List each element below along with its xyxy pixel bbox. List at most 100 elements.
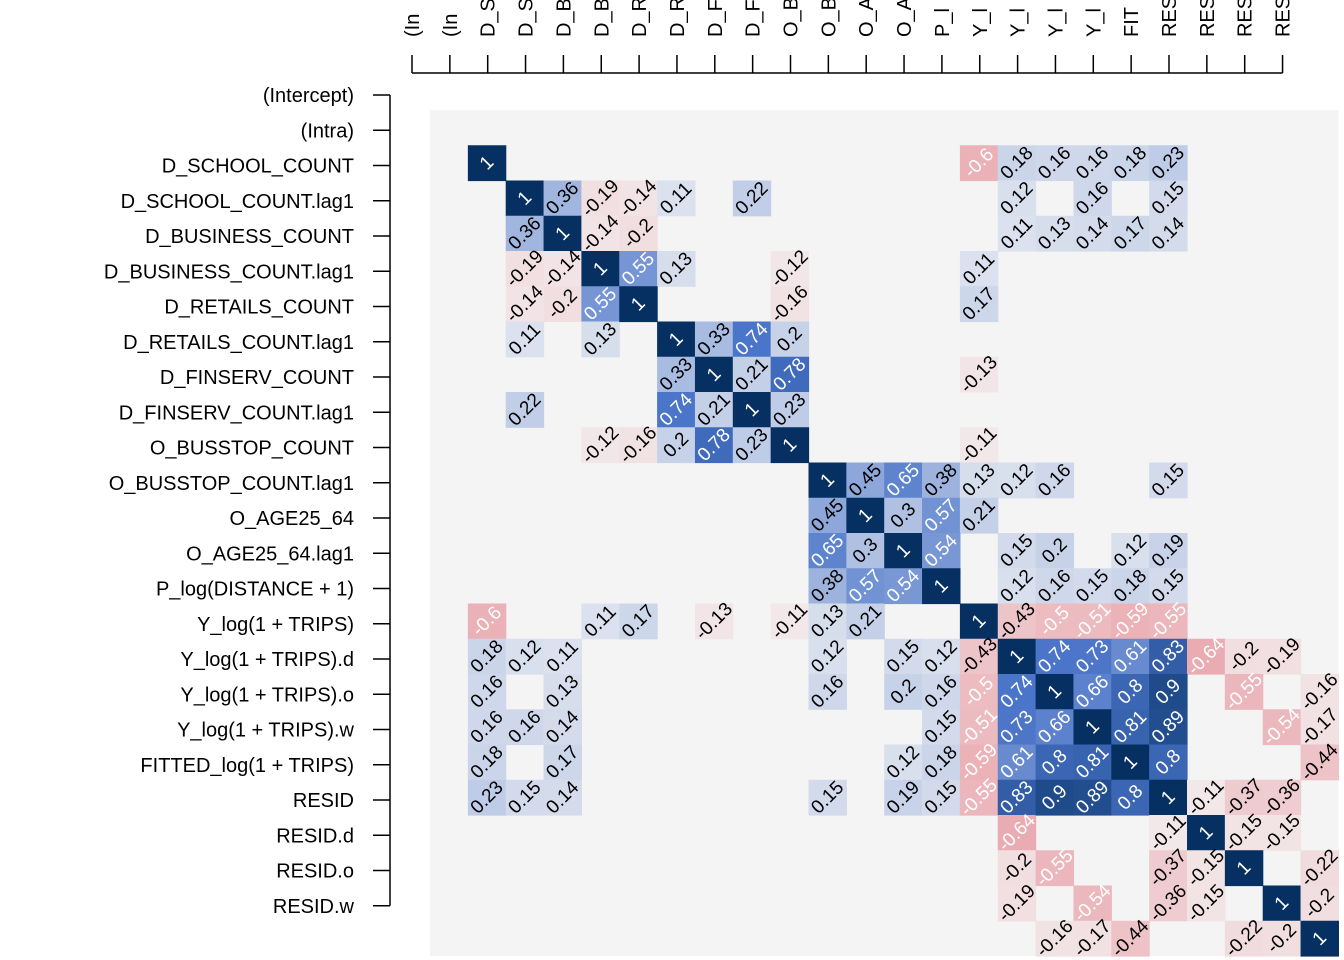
top-axis: (In (In D_S D_S D_B D_B D_R D_R D_F D_F O_B O_B O_A O… [402,0,1295,74]
matrix-cell [543,180,582,217]
top-axis-tick-label: D_R [629,0,651,37]
left-axis-tick-label: RESID.d [276,825,354,847]
matrix-cell [922,674,961,710]
matrix-cell [1149,709,1188,746]
matrix-cell [581,427,620,464]
matrix-cell [1035,533,1075,569]
left-axis-tick-label: P_log(DISTANCE + 1) [156,579,354,601]
matrix-cell [543,638,582,675]
matrix-cell [922,779,961,816]
matrix-cell [467,744,507,781]
matrix-cell [846,603,885,640]
matrix-cell [657,321,696,358]
matrix-cell [581,603,620,640]
left-axis-tick-label: O_BUSSTOP_COUNT [150,438,354,460]
matrix-cell [467,779,507,816]
matrix-cell [581,321,620,358]
matrix-cell [1111,709,1150,746]
matrix-cell [543,744,582,781]
matrix-cell [1149,744,1188,781]
top-axis-tick-label: RES [1235,0,1257,37]
matrix-cell [505,779,545,816]
left-axis-tick-label: D_SCHOOL_COUNT.lag1 [121,191,354,213]
matrix-cell [505,392,545,428]
left-axis-tick-label: O_AGE25_64.lag1 [186,543,354,565]
left-axis-tick-label: D_BUSINESS_COUNT [145,226,354,248]
matrix-cell [657,251,696,287]
matrix-cell [1035,744,1075,781]
top-axis-tick-label: D_F [743,0,765,37]
matrix-cells [467,145,1339,957]
top-axis-tick-label: D_R [667,0,689,37]
matrix-cell [1111,674,1150,710]
left-axis-tick-label: RESID.o [276,861,354,883]
matrix-cell [1224,779,1264,816]
top-axis-tick-label: FIT [1121,7,1143,37]
matrix-cell [922,533,961,569]
matrix-cell [543,215,582,252]
matrix-cell [808,779,847,816]
matrix-cell [467,603,507,640]
matrix-cell [1187,638,1226,675]
matrix-cell [619,603,658,640]
matrix-cell [959,744,999,781]
matrix-cell [959,603,999,640]
matrix-cell [543,709,582,746]
top-axis-tick-label: RES [1273,0,1295,37]
matrix-cell [1073,744,1112,781]
matrix-cell [770,427,810,464]
top-axis-tick-label: D_B [591,0,613,37]
matrix-cell [959,779,999,816]
top-axis-tick-label: O_B [818,0,840,37]
left-axis-tick-label: Y_log(1 + TRIPS).w [177,720,354,742]
matrix-cell [1035,462,1075,499]
matrix-cell [808,568,847,605]
matrix-cell [808,674,847,710]
matrix-cell [884,462,923,499]
matrix-cell [959,356,999,393]
left-axis-tick-label: O_AGE25_64 [229,508,354,530]
matrix-cell [1035,779,1075,816]
matrix-cell [1224,850,1264,887]
matrix-cell [1073,920,1112,957]
matrix-cell [959,251,999,287]
left-axis-tick-label: D_RETAILS_COUNT.lag1 [123,332,354,354]
matrix-cell [1300,709,1339,746]
matrix-cell [619,427,658,464]
matrix-cell [808,533,847,569]
matrix-cell [1073,603,1112,640]
matrix-cell [581,180,620,217]
matrix-cell [1149,145,1188,182]
top-axis-tick-label: D_B [553,0,575,37]
matrix-cell [1035,568,1075,605]
matrix-cell [922,462,961,499]
matrix-cell [997,215,1037,252]
matrix-cell [1111,744,1150,781]
matrix-cell [1262,920,1302,957]
matrix-cell [1149,638,1188,675]
matrix-cell [846,497,885,534]
matrix-cell [922,744,961,781]
matrix-cell [505,215,545,252]
matrix-cell [1262,779,1302,816]
left-axis-tick-label: D_SCHOOL_COUNT [162,156,354,178]
matrix-cell [1149,674,1188,710]
left-axis-tick-label: D_BUSINESS_COUNT.lag1 [104,261,354,283]
matrix-cell [543,286,582,323]
matrix-cell [770,603,810,640]
matrix-cell [1073,145,1112,182]
matrix-cell [694,356,734,393]
matrix-cell [732,356,772,393]
matrix-cell [1149,568,1188,605]
matrix-cell [1149,533,1188,569]
top-axis-tick-label: Y_l [1045,8,1067,37]
matrix-cell [1035,638,1075,675]
matrix-cell [959,497,999,534]
matrix-cell [467,145,507,182]
top-axis-tick-label: RES [1197,0,1219,37]
matrix-cell [770,356,810,393]
matrix-cell [1111,145,1150,182]
matrix-cell [770,321,810,358]
matrix-cell [1300,674,1339,710]
